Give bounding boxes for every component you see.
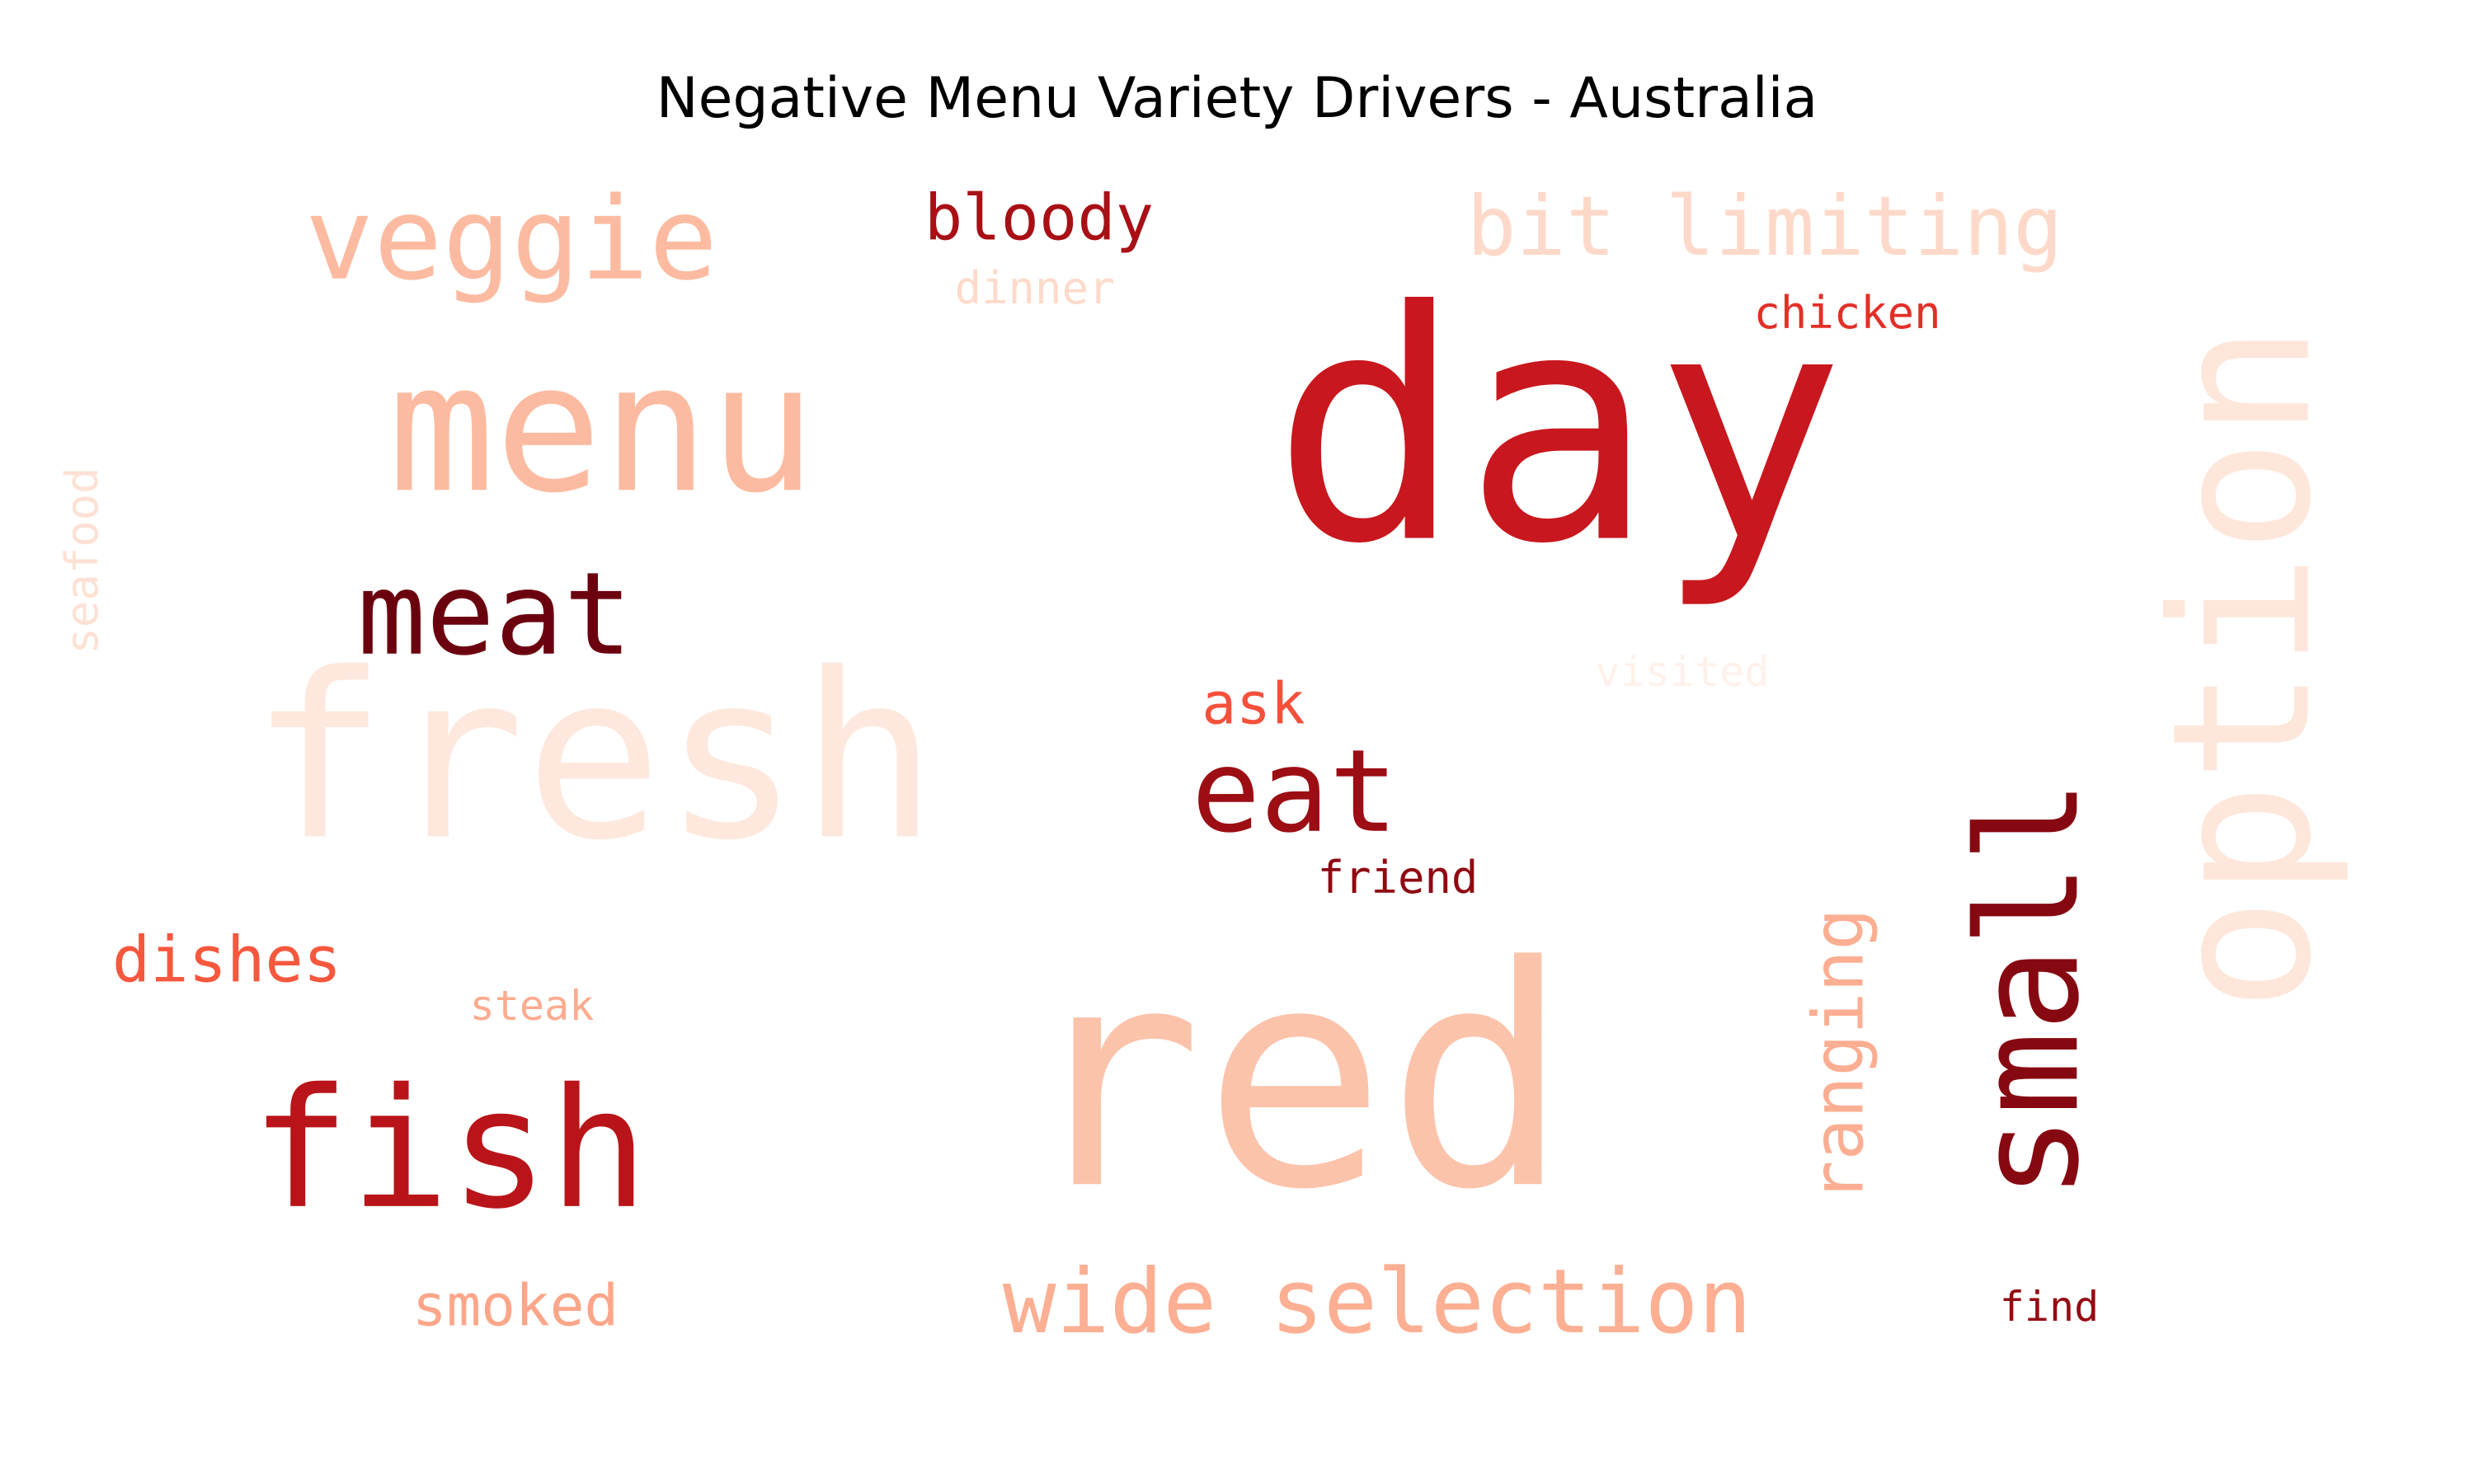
chart-title: Negative Menu Variety Drivers - Australi… [656,66,1818,131]
word-red: red [1019,902,1570,1257]
word-menu: menu [388,325,816,533]
word-friend: friend [1317,852,1479,904]
word-smoked: smoked [412,1273,619,1340]
word-seafood: seafood [56,467,109,655]
word-fish: fish [250,1053,649,1246]
word-ask: ask [1202,671,1305,738]
word-chicken: chicken [1753,287,1941,340]
word-ranging: ranging [1797,908,1879,1203]
word-small: small [1947,779,2110,1200]
word-visited: visited [1595,647,1770,696]
word-option: option [2132,323,2354,1012]
word-meat: meat [357,547,633,681]
word-bit-limiting: bit limiting [1466,177,2063,275]
word-eat: eat [1191,724,1399,858]
word-day: day [1272,243,1846,613]
word-find: find [1999,1282,2100,1331]
word-bloody: bloody [924,181,1155,256]
word-fresh: fresh [249,625,938,891]
word-dishes: dishes [111,923,342,998]
word-veggie: veggie [304,171,718,306]
word-dinner: dinner [954,262,1116,315]
word-steak: steak [469,981,595,1030]
word-wide-selection: wide selection [1002,1251,1752,1355]
